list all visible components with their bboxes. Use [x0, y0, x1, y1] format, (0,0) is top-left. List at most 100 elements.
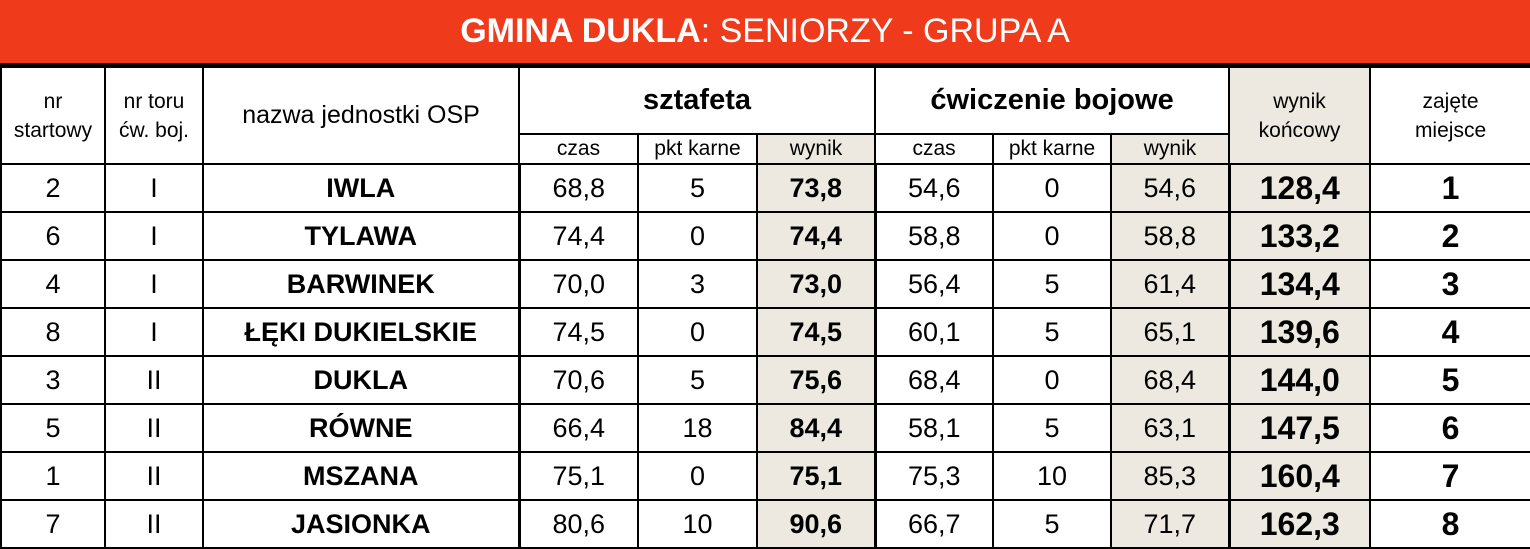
cell-nr: 3 — [0, 355, 106, 405]
cell-tor: II — [104, 403, 204, 453]
cell-bw-pkt: 0 — [992, 355, 1113, 405]
header-tor-line1: nr toru — [123, 89, 185, 113]
cell-sz-pkt: 5 — [637, 355, 758, 405]
cell-sz-wynik: 74,5 — [755, 307, 877, 357]
cell-final: 160,4 — [1227, 451, 1372, 501]
cell-sz-czas: 68,8 — [517, 163, 639, 213]
cell-nr: 1 — [0, 451, 106, 501]
table-row: 2 I IWLA 68,8 5 73,8 54,6 0 54,6 128,4 1 — [0, 163, 1530, 213]
header-nr-line2: startowy — [13, 118, 93, 142]
header-bw-czas: czas — [874, 133, 995, 165]
cell-name: ŁĘKI DUKIELSKIE — [202, 307, 520, 357]
cell-nr: 8 — [0, 307, 106, 357]
cell-sz-wynik: 84,4 — [755, 403, 877, 453]
cell-bw-pkt: 10 — [992, 451, 1113, 501]
cell-sz-wynik: 73,0 — [755, 259, 877, 309]
cell-name: BARWINEK — [202, 259, 520, 309]
header-wk-line1: wynik — [1273, 89, 1326, 113]
header-miejsce: zajęte miejsce — [1369, 66, 1530, 165]
header-sztafeta: sztafeta — [517, 66, 877, 135]
cell-bw-czas: 56,4 — [873, 259, 995, 309]
cell-place: 2 — [1369, 211, 1530, 261]
cell-bw-czas: 68,4 — [873, 355, 995, 405]
cell-place: 5 — [1369, 355, 1530, 405]
header-sz-wynik: wynik — [755, 133, 877, 165]
header-nr-line1: nr — [43, 89, 63, 113]
cell-bw-czas: 60,1 — [873, 307, 995, 357]
cell-name: MSZANA — [202, 451, 520, 501]
cell-final: 144,0 — [1227, 355, 1372, 405]
cell-bw-wynik: 63,1 — [1110, 403, 1231, 453]
cell-final: 134,4 — [1227, 259, 1372, 309]
table-row: 6 I TYLAWA 74,4 0 74,4 58,8 0 58,8 133,2… — [0, 211, 1530, 261]
header-cwiczenie-bojowe: ćwiczenie bojowe — [874, 66, 1231, 135]
cell-bw-czas: 66,7 — [873, 499, 995, 549]
cell-nr: 5 — [0, 403, 106, 453]
cell-nr: 7 — [0, 499, 106, 549]
cell-tor: I — [104, 163, 204, 213]
cell-sz-czas: 70,6 — [517, 355, 639, 405]
table-row: 4 I BARWINEK 70,0 3 73,0 56,4 5 61,4 134… — [0, 259, 1530, 309]
cell-name: IWLA — [202, 163, 520, 213]
cell-place: 8 — [1369, 499, 1530, 549]
cell-tor: I — [104, 259, 204, 309]
cell-sz-pkt: 5 — [637, 163, 758, 213]
table-row: 7 II JASIONKA 80,6 10 90,6 66,7 5 71,7 1… — [0, 499, 1530, 549]
cell-name: DUKLA — [202, 355, 520, 405]
title-rest: : SENIORZY - GRUPA A — [700, 12, 1070, 50]
cell-place: 3 — [1369, 259, 1530, 309]
header-wynik-koncowy: wynik końcowy — [1228, 66, 1372, 165]
cell-final: 139,6 — [1227, 307, 1372, 357]
cell-bw-czas: 75,3 — [873, 451, 995, 501]
header-wk-line2: końcowy — [1258, 118, 1341, 142]
cell-bw-wynik: 71,7 — [1110, 499, 1231, 549]
cell-sz-pkt: 18 — [637, 403, 758, 453]
header-bw-wynik: wynik — [1110, 133, 1231, 165]
cell-bw-pkt: 0 — [992, 163, 1113, 213]
cell-sz-czas: 74,4 — [517, 211, 639, 261]
cell-sz-pkt: 10 — [637, 499, 758, 549]
cell-sz-wynik: 75,6 — [755, 355, 877, 405]
cell-tor: I — [104, 211, 204, 261]
cell-nr: 4 — [0, 259, 106, 309]
header-row-2: czas pkt karne wynik czas pkt karne wyni… — [1, 133, 1530, 165]
cell-nr: 2 — [0, 163, 106, 213]
cell-sz-pkt: 0 — [637, 307, 758, 357]
cell-bw-wynik: 61,4 — [1110, 259, 1231, 309]
title-bold: GMINA DUKLA — [460, 12, 701, 50]
cell-tor: I — [104, 307, 204, 357]
header-m-line2: miejsce — [1414, 118, 1487, 142]
cell-bw-pkt: 5 — [992, 259, 1113, 309]
cell-bw-pkt: 5 — [992, 307, 1113, 357]
header-m-line1: zajęte — [1422, 89, 1479, 113]
cell-bw-wynik: 85,3 — [1110, 451, 1231, 501]
cell-bw-wynik: 54,6 — [1110, 163, 1231, 213]
cell-sz-wynik: 75,1 — [755, 451, 877, 501]
cell-bw-pkt: 0 — [992, 211, 1113, 261]
header-tor-line2: ćw. boj. — [118, 118, 190, 142]
table-row: 8 I ŁĘKI DUKIELSKIE 74,5 0 74,5 60,1 5 6… — [0, 307, 1530, 357]
cell-bw-wynik: 68,4 — [1110, 355, 1231, 405]
cell-bw-czas: 58,8 — [873, 211, 995, 261]
header-nr-startowy: nr startowy — [0, 66, 106, 165]
cell-sz-czas: 75,1 — [517, 451, 639, 501]
table-row: 1 II MSZANA 75,1 0 75,1 75,3 10 85,3 160… — [0, 451, 1530, 501]
cell-sz-czas: 74,5 — [517, 307, 639, 357]
table-row: 5 II RÓWNE 66,4 18 84,4 58,1 5 63,1 147,… — [0, 403, 1530, 453]
cell-name: RÓWNE — [202, 403, 520, 453]
header-nr-toru: nr toru ćw. boj. — [104, 66, 204, 165]
cell-sz-wynik: 90,6 — [755, 499, 877, 549]
cell-bw-czas: 54,6 — [873, 163, 995, 213]
cell-place: 7 — [1369, 451, 1530, 501]
cell-bw-czas: 58,1 — [873, 403, 995, 453]
header-row-1: nr startowy nr toru ćw. boj. nazwa jedno… — [0, 66, 1530, 165]
cell-tor: II — [104, 499, 204, 549]
cell-final: 147,5 — [1227, 403, 1372, 453]
cell-sz-wynik: 73,8 — [755, 163, 877, 213]
table-row: 3 II DUKLA 70,6 5 75,6 68,4 0 68,4 144,0… — [0, 355, 1530, 405]
cell-sz-pkt: 3 — [637, 259, 758, 309]
cell-name: JASIONKA — [202, 499, 520, 549]
cell-final: 162,3 — [1227, 499, 1372, 549]
cell-tor: II — [104, 355, 204, 405]
